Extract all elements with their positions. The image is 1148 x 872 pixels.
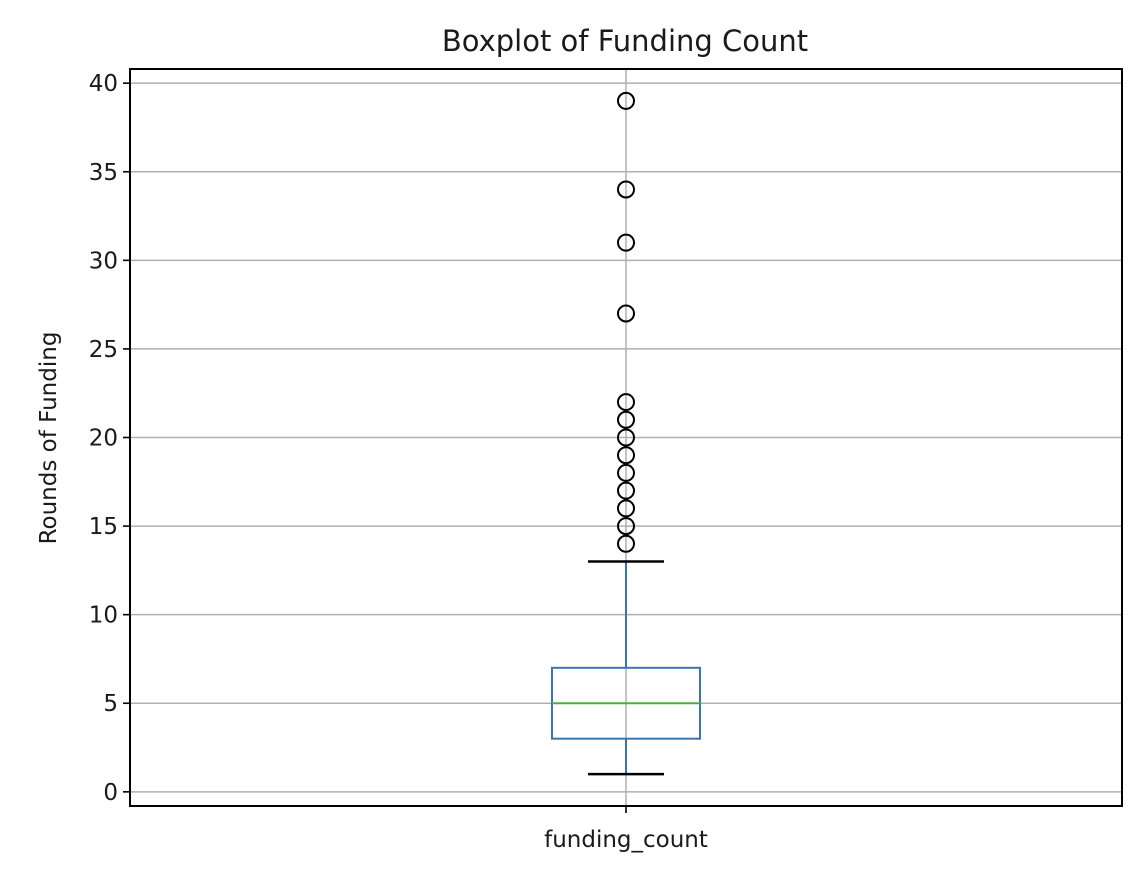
outlier-point [617, 304, 635, 323]
y-tick-label: 10 [89, 603, 118, 629]
outlier-point [617, 410, 635, 429]
y-axis-label: Rounds of Funding [36, 332, 62, 545]
outlier-point [617, 534, 635, 553]
y-tick-label: 30 [89, 248, 118, 274]
outlier-point [617, 446, 635, 465]
y-tick-label: 0 [103, 780, 118, 806]
x-tick-label: funding_count [544, 827, 708, 853]
outlier-point [617, 91, 635, 110]
outlier-point [617, 393, 635, 412]
chart-title: Boxplot of Funding Count [442, 24, 808, 58]
outlier-point [617, 233, 635, 252]
y-tick-label: 25 [89, 337, 118, 363]
outlier-point [617, 428, 635, 447]
y-tick-label: 40 [89, 71, 118, 97]
grid-layer [130, 69, 1122, 806]
y-tick-label: 20 [89, 426, 118, 452]
outlier-point [617, 481, 635, 500]
outlier-point [617, 499, 635, 518]
y-tick-label: 35 [89, 160, 118, 186]
y-tick-label: 5 [103, 691, 118, 717]
outlier-point [617, 180, 635, 199]
outlier-point [617, 463, 635, 482]
axis-layer: 0 5 10 15 20 25 30 35 40 funding_count [89, 71, 708, 853]
y-tick-label: 15 [89, 514, 118, 540]
outlier-point [617, 517, 635, 536]
plot-layer [551, 91, 701, 776]
